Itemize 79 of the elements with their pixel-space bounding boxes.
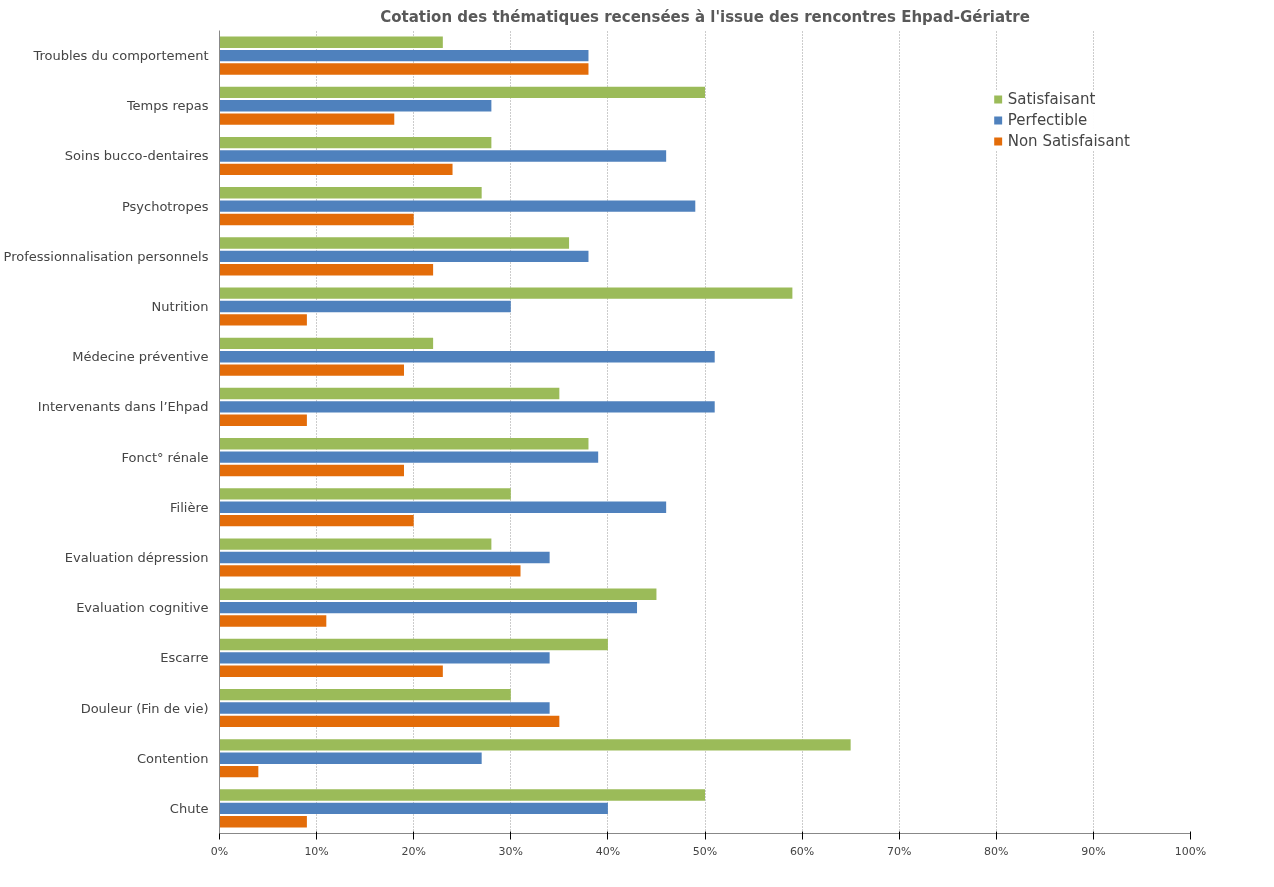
bar <box>219 250 589 263</box>
y-tick-label: Professionnalisation personnels <box>3 248 209 264</box>
bar <box>219 488 511 500</box>
bar <box>219 638 608 651</box>
bar <box>219 464 404 477</box>
bar <box>219 739 851 751</box>
y-tick-label: Chute <box>169 800 209 816</box>
chart-title: Cotation des thématiques recensées à l'issue des rencontres Ehpad-Gériatre <box>380 7 1030 26</box>
bar <box>219 36 443 48</box>
bar <box>219 150 667 162</box>
bar <box>219 501 667 513</box>
x-tick-label: 80% <box>984 844 1009 858</box>
bar <box>219 100 492 112</box>
y-tick-label: Escarre <box>160 650 209 666</box>
bar <box>219 287 793 299</box>
y-tick-label: Contention <box>136 750 209 766</box>
bar <box>219 765 259 778</box>
x-tick-label: 90% <box>1081 844 1106 858</box>
y-tick-label: Intervenants dans l’Ehpad <box>37 399 209 415</box>
bar <box>219 387 560 400</box>
y-tick-label: Douleur (Fin de vie) <box>80 700 209 716</box>
x-tick-label: 30% <box>498 844 524 858</box>
bar <box>219 565 521 577</box>
bar <box>219 163 453 176</box>
bar <box>219 351 715 363</box>
bar <box>219 752 482 764</box>
bar <box>219 364 404 376</box>
bar <box>219 49 589 62</box>
bar <box>219 200 696 212</box>
bar <box>219 665 443 677</box>
x-tick-label: 20% <box>401 844 426 858</box>
bar <box>219 451 599 463</box>
bar <box>219 300 511 313</box>
bar <box>219 136 492 149</box>
bar <box>219 816 307 828</box>
bar <box>219 588 657 600</box>
legend-label: Non Satisfaisant <box>1007 132 1130 150</box>
y-tick-label: Temps repas <box>125 98 209 114</box>
bar <box>219 314 307 326</box>
y-tick-label: Soins bucco-dentaires <box>64 148 209 164</box>
bar <box>219 264 434 276</box>
x-tick-label: 10% <box>304 844 329 858</box>
bar <box>219 213 414 226</box>
bar <box>219 789 705 801</box>
bar <box>219 615 327 627</box>
bar <box>219 187 482 199</box>
y-tick-label: Médecine préventive <box>72 349 209 365</box>
bar <box>219 237 570 249</box>
bar <box>219 438 589 450</box>
bar <box>219 113 395 125</box>
x-tick-label: 50% <box>692 844 718 858</box>
bar <box>219 86 705 99</box>
x-tick-label: 100% <box>1174 844 1207 858</box>
bar <box>219 551 550 564</box>
y-tick-label: Filière <box>170 499 209 515</box>
bar <box>219 652 550 664</box>
legend-label: Satisfaisant <box>1007 90 1096 108</box>
bar <box>219 514 414 527</box>
bar <box>219 802 608 815</box>
y-tick-label: Fonct° rénale <box>121 449 209 465</box>
bar <box>219 401 715 413</box>
bar <box>219 601 638 614</box>
bar <box>219 538 492 550</box>
bar <box>219 337 434 350</box>
bar <box>219 688 511 701</box>
x-tick-label: 0% <box>210 844 229 858</box>
bar <box>219 414 307 426</box>
x-tick-label: 60% <box>789 844 815 858</box>
legend-label: Perfectible <box>1007 111 1088 129</box>
x-tick-label: 70% <box>886 844 912 858</box>
y-tick-label: Evaluation cognitive <box>76 600 209 616</box>
x-tick-label: 40% <box>595 844 621 858</box>
bar <box>219 702 550 714</box>
y-tick-label: Troubles du comportement <box>32 48 209 64</box>
bar <box>219 715 560 728</box>
y-tick-label: Evaluation dépression <box>64 549 209 565</box>
bar <box>219 63 589 75</box>
y-tick-label: Psychotropes <box>121 198 209 214</box>
y-tick-label: Nutrition <box>151 299 209 315</box>
